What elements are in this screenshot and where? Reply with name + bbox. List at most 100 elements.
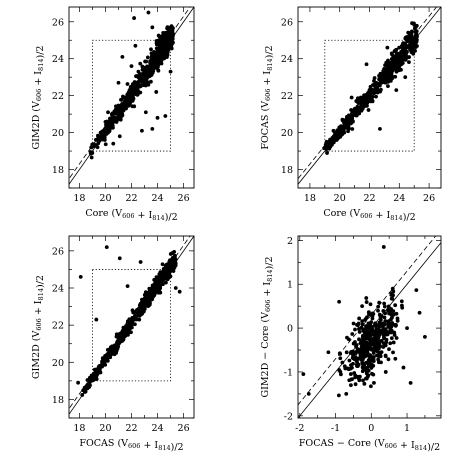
y-tick-label: 22 bbox=[52, 91, 64, 102]
data-point bbox=[361, 378, 365, 383]
x-tick-label: 0 bbox=[368, 423, 374, 434]
data-point bbox=[382, 301, 387, 306]
y-tick-label: 22 bbox=[52, 321, 64, 332]
data-point bbox=[149, 47, 153, 52]
data-point bbox=[383, 80, 388, 85]
data-point bbox=[353, 327, 357, 332]
data-point bbox=[413, 45, 418, 49]
data-point bbox=[353, 350, 358, 355]
data-point bbox=[166, 26, 171, 31]
data-point bbox=[155, 115, 160, 120]
data-point bbox=[393, 74, 398, 79]
data-point bbox=[157, 34, 162, 39]
data-point bbox=[364, 62, 369, 67]
data-point bbox=[391, 293, 395, 298]
y-tick-label: 18 bbox=[281, 165, 293, 176]
data-point bbox=[167, 260, 172, 264]
x-axis-label: Core (V606 + I814)/2 bbox=[85, 208, 177, 223]
x-tick-label: 20 bbox=[99, 193, 111, 204]
data-point bbox=[364, 296, 369, 300]
data-point bbox=[93, 143, 98, 148]
data-point bbox=[351, 341, 356, 346]
data-point bbox=[377, 341, 382, 346]
data-point bbox=[331, 134, 336, 139]
data-point bbox=[118, 109, 123, 113]
data-point bbox=[349, 95, 354, 100]
data-point bbox=[171, 268, 175, 273]
data-point bbox=[160, 56, 164, 61]
x-tick-label: 20 bbox=[99, 423, 111, 434]
data-point bbox=[124, 106, 129, 111]
data-point bbox=[379, 87, 383, 92]
data-point bbox=[117, 256, 122, 261]
data-point bbox=[373, 332, 378, 336]
data-point bbox=[98, 130, 103, 135]
data-point bbox=[111, 141, 116, 146]
data-point bbox=[146, 293, 151, 298]
data-point bbox=[306, 391, 311, 396]
data-point bbox=[157, 279, 162, 284]
data-point bbox=[160, 271, 165, 276]
data-point bbox=[378, 317, 383, 322]
data-point bbox=[150, 126, 155, 131]
data-point bbox=[338, 352, 343, 356]
x-tick-label: -1 bbox=[331, 423, 340, 434]
data-point bbox=[134, 313, 139, 318]
data-point bbox=[365, 336, 369, 341]
data-point bbox=[85, 386, 90, 391]
data-point bbox=[407, 55, 411, 59]
data-point bbox=[350, 332, 355, 336]
y-tick-label: 2 bbox=[287, 236, 293, 247]
data-point bbox=[413, 48, 417, 53]
data-point bbox=[155, 284, 160, 289]
data-point bbox=[125, 331, 130, 336]
data-point bbox=[148, 79, 153, 84]
data-point bbox=[391, 340, 396, 345]
y-tick-label: 24 bbox=[281, 54, 293, 65]
data-point bbox=[372, 380, 376, 385]
data-point bbox=[127, 324, 132, 329]
data-point bbox=[155, 52, 160, 57]
data-point bbox=[322, 146, 326, 151]
data-point bbox=[376, 308, 380, 313]
plot-area bbox=[298, 236, 441, 418]
data-point bbox=[140, 128, 144, 133]
data-point bbox=[368, 322, 373, 327]
data-point bbox=[362, 328, 367, 332]
x-tick-label: 18 bbox=[304, 193, 316, 204]
data-point bbox=[393, 356, 398, 361]
data-point bbox=[132, 317, 137, 322]
data-point bbox=[135, 92, 140, 97]
data-point bbox=[397, 45, 402, 50]
data-point bbox=[386, 84, 390, 89]
data-point bbox=[116, 80, 121, 85]
x-tick-label: 24 bbox=[151, 193, 163, 204]
data-point bbox=[414, 23, 419, 28]
data-point bbox=[131, 310, 136, 315]
data-point bbox=[356, 107, 361, 111]
data-point bbox=[392, 56, 396, 61]
data-point bbox=[378, 354, 383, 359]
data-point bbox=[118, 105, 123, 110]
data-point bbox=[385, 65, 390, 70]
data-point bbox=[160, 50, 164, 55]
data-point bbox=[389, 307, 394, 311]
data-point bbox=[136, 84, 141, 89]
data-point bbox=[371, 351, 376, 355]
data-point bbox=[80, 393, 85, 397]
data-point bbox=[372, 323, 377, 328]
data-point bbox=[156, 275, 161, 280]
data-point bbox=[414, 288, 419, 292]
data-point bbox=[383, 343, 388, 348]
data-point bbox=[384, 340, 389, 345]
data-point bbox=[89, 155, 94, 160]
data-point bbox=[89, 373, 94, 378]
data-point bbox=[376, 304, 381, 309]
y-tick-label: 18 bbox=[52, 165, 64, 176]
y-tick-label: 24 bbox=[52, 284, 64, 295]
data-point bbox=[362, 355, 367, 359]
data-point bbox=[361, 338, 366, 343]
plot-area bbox=[69, 236, 194, 415]
data-point bbox=[414, 37, 419, 42]
data-point bbox=[407, 37, 412, 41]
